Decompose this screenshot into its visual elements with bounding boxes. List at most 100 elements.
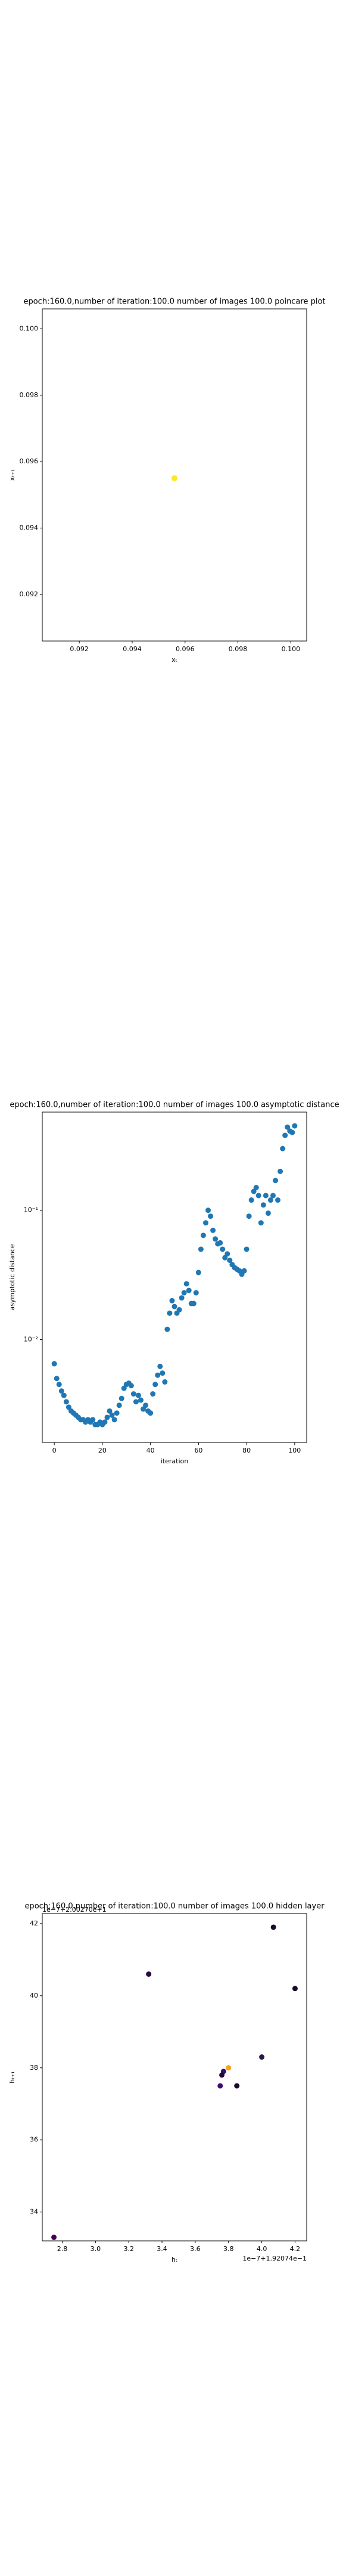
point xyxy=(202,1220,208,1226)
y-tick-label: 36 xyxy=(30,2136,38,2144)
point xyxy=(195,1270,201,1275)
point xyxy=(282,1132,288,1138)
point xyxy=(109,1412,115,1418)
point xyxy=(244,1246,250,1252)
point xyxy=(54,1376,60,1382)
y-tick-label: 0.096 xyxy=(20,457,39,465)
point xyxy=(104,1414,110,1420)
point xyxy=(277,1168,283,1174)
x-tick-label: 4.0 xyxy=(257,2245,267,2253)
point xyxy=(61,1392,67,1398)
point xyxy=(193,1290,199,1296)
y-tick-label: 0.098 xyxy=(20,391,39,399)
y-tick-label: 10⁻¹ xyxy=(24,1206,38,1214)
x-tick-label: 0.092 xyxy=(70,645,89,653)
y-tick-label: 38 xyxy=(30,2064,38,2072)
point xyxy=(157,1363,163,1369)
y-tick-label: 34 xyxy=(30,2208,38,2216)
point xyxy=(292,1986,298,1992)
point xyxy=(205,1208,211,1213)
point xyxy=(248,1197,254,1203)
point xyxy=(150,1391,156,1397)
x-tick-label: 100 xyxy=(288,1447,301,1454)
point xyxy=(164,1326,170,1332)
point xyxy=(251,1188,257,1194)
x-tick-label: 2.8 xyxy=(57,2245,68,2253)
point xyxy=(265,1210,271,1216)
x-tick-label: 3.4 xyxy=(157,2245,167,2253)
point xyxy=(213,1236,219,1242)
x-tick-label: 0.098 xyxy=(229,645,248,653)
x-tick-label: 0.094 xyxy=(123,645,142,653)
x-axis-label: iteration xyxy=(161,1457,188,1465)
x-tick-label: 80 xyxy=(242,1447,251,1454)
point xyxy=(121,1385,127,1391)
point xyxy=(155,1372,161,1378)
point xyxy=(107,1408,113,1414)
point xyxy=(56,1382,62,1388)
x-tick-label: 4.2 xyxy=(290,2245,301,2253)
point xyxy=(160,1370,166,1376)
chart-title: epoch:160.0,number of iteration:100.0 nu… xyxy=(10,1101,339,1110)
point xyxy=(172,1304,177,1309)
point xyxy=(234,2083,240,2089)
point xyxy=(263,1193,269,1199)
point xyxy=(227,1258,233,1264)
point xyxy=(90,1417,96,1423)
point xyxy=(253,1185,259,1191)
y-axis-label: xₜ₊₁ xyxy=(8,469,16,481)
x-tick-label: 60 xyxy=(194,1447,202,1454)
point xyxy=(111,1417,117,1423)
y-axis-label: hₜ₊₁ xyxy=(8,2071,16,2083)
point xyxy=(259,2054,265,2060)
point xyxy=(255,1193,261,1199)
point xyxy=(63,1399,69,1405)
point xyxy=(217,1240,223,1246)
point xyxy=(219,2072,225,2078)
point xyxy=(172,475,177,482)
point xyxy=(220,1246,226,1252)
x-offset-label: 1e−7+1.92074e−1 xyxy=(242,2255,307,2262)
x-tick-label: 3.8 xyxy=(223,2245,234,2253)
y-offset-label: 1e−7+2.00270e+1 xyxy=(42,1906,107,1914)
point xyxy=(200,1233,206,1239)
point xyxy=(181,1290,187,1296)
point xyxy=(226,2065,232,2071)
point xyxy=(285,1124,291,1130)
point xyxy=(114,1410,120,1416)
point xyxy=(275,1197,281,1203)
point xyxy=(270,1193,276,1199)
point xyxy=(133,1399,139,1405)
point xyxy=(128,1383,134,1389)
point xyxy=(289,1129,295,1135)
point xyxy=(146,1971,152,1977)
point xyxy=(292,1123,298,1129)
point xyxy=(66,1404,71,1410)
x-tick-label: 3.2 xyxy=(123,2245,134,2253)
x-axis-label: xₜ xyxy=(172,656,177,664)
point xyxy=(51,2234,57,2240)
point xyxy=(116,1402,122,1408)
point xyxy=(273,1178,279,1184)
point xyxy=(270,1924,276,1930)
y-tick-label: 42 xyxy=(30,1919,38,1927)
plot-frame xyxy=(42,1913,307,2241)
point xyxy=(224,1251,230,1257)
y-tick-label: 0.092 xyxy=(20,590,39,598)
point xyxy=(280,1145,286,1151)
x-tick-label: 20 xyxy=(98,1447,107,1454)
point xyxy=(246,1213,252,1219)
point xyxy=(267,1197,273,1203)
point xyxy=(135,1392,141,1398)
y-axis-label: asymptotic distance xyxy=(8,1244,16,1310)
x-tick-label: 40 xyxy=(146,1447,155,1454)
point xyxy=(217,2083,223,2089)
point xyxy=(143,1402,149,1408)
point xyxy=(58,1388,64,1394)
y-tick-label: 40 xyxy=(30,1992,38,1999)
plot-frame xyxy=(42,1111,307,1443)
point xyxy=(162,1379,168,1385)
point xyxy=(152,1382,158,1388)
point xyxy=(260,1202,266,1208)
